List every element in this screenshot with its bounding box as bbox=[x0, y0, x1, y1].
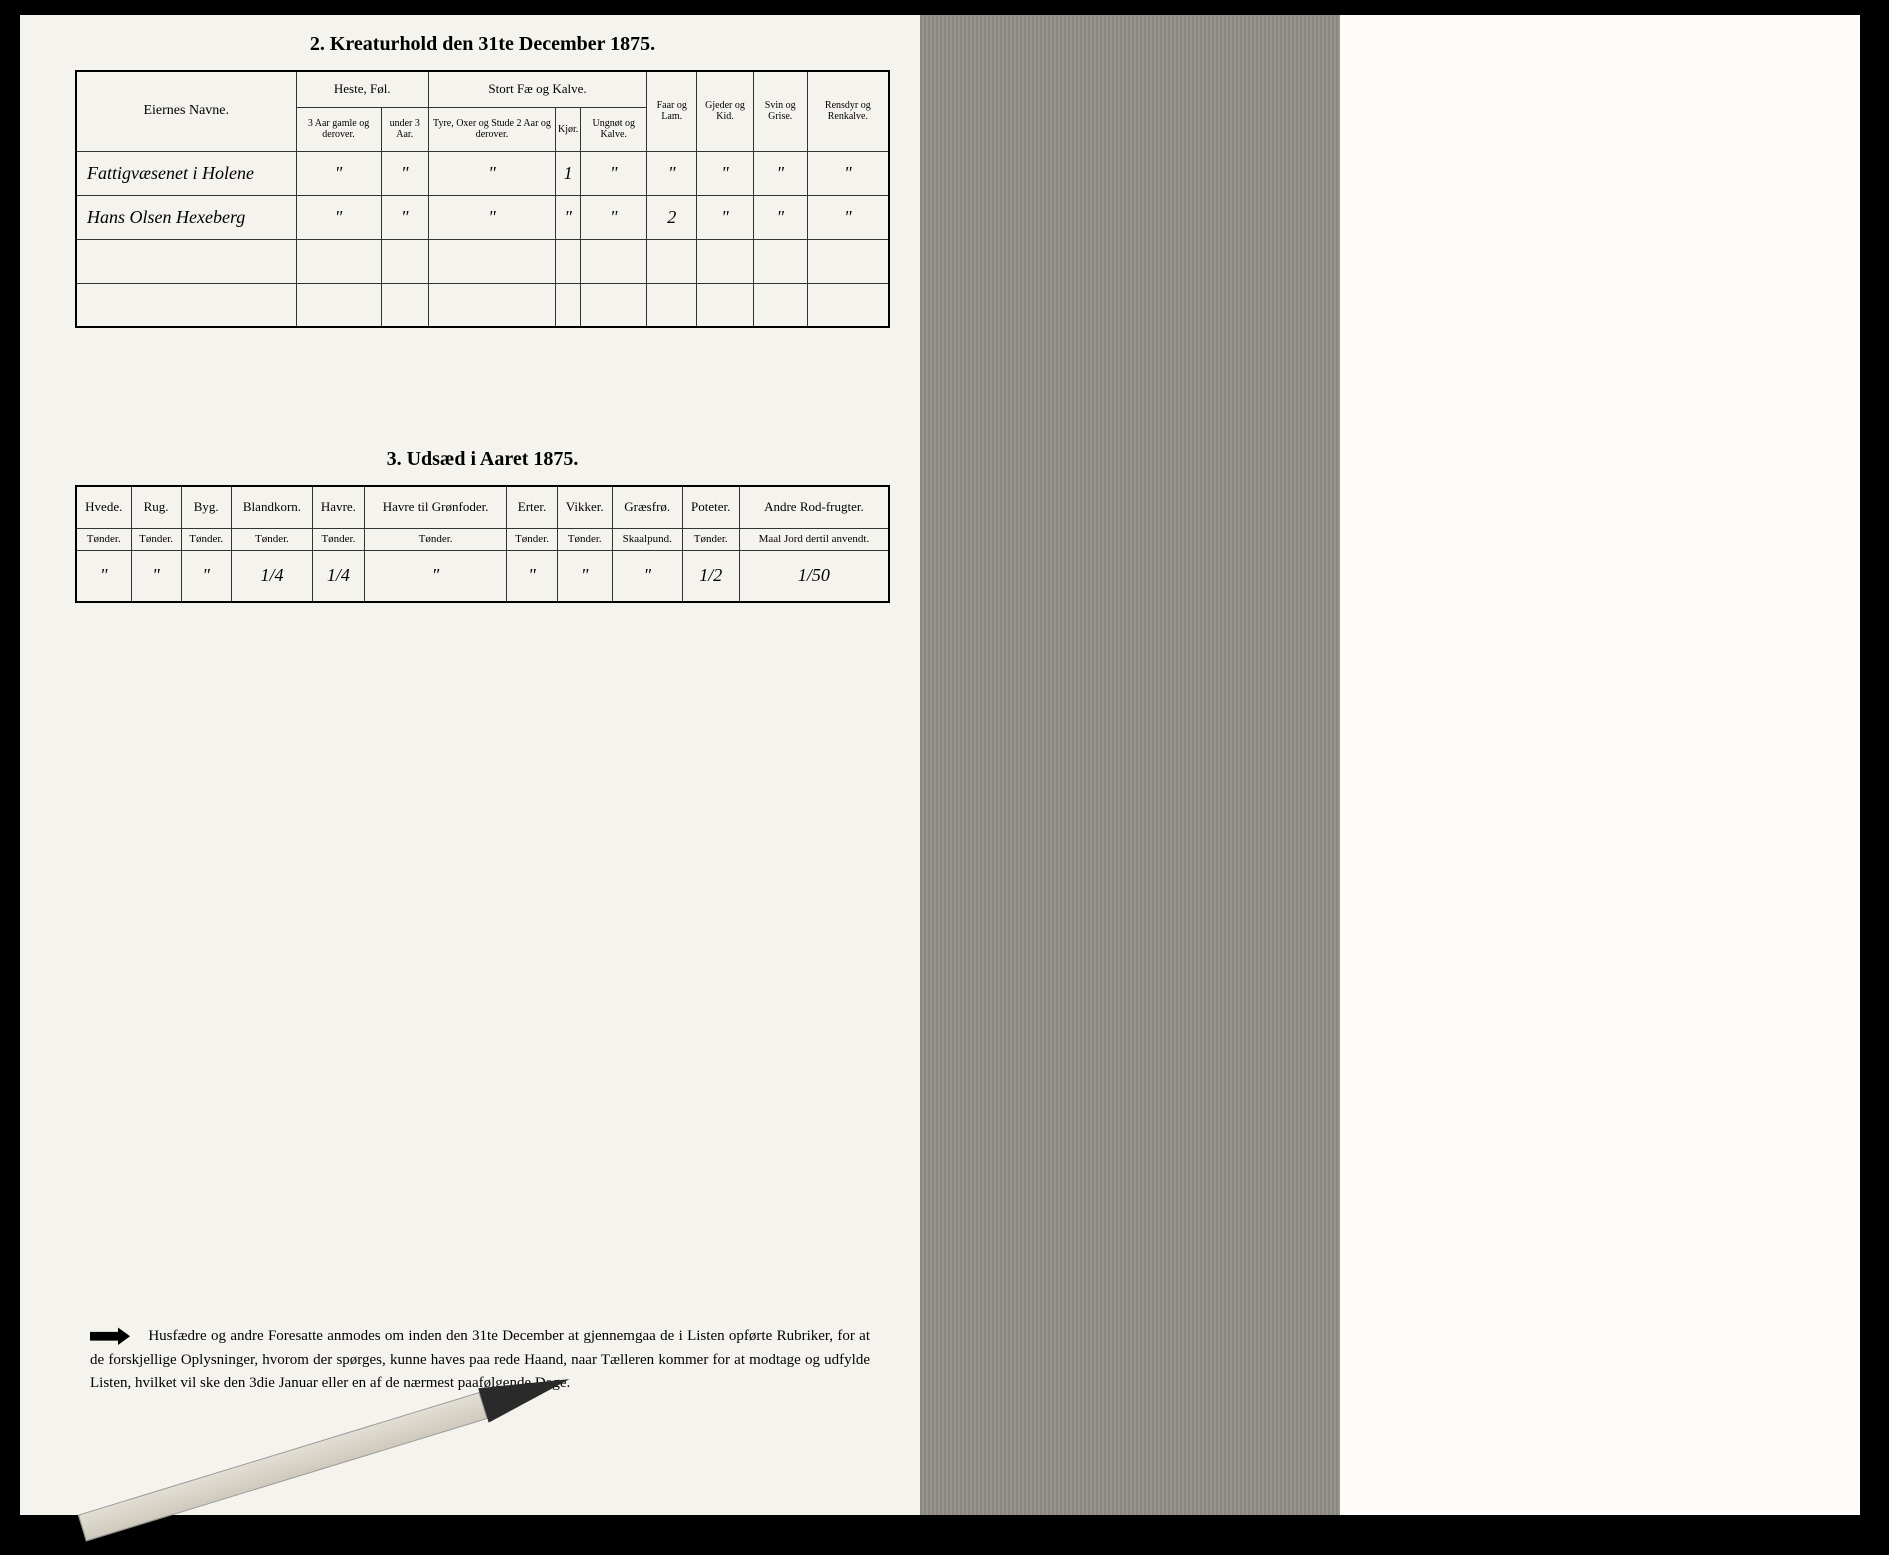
owner-cell: Fattigvæsenet i Holene bbox=[76, 151, 296, 195]
col-subheader: Tønder. bbox=[557, 528, 612, 550]
col-header: Havre. bbox=[313, 486, 365, 528]
data-cell bbox=[556, 239, 581, 283]
data-cell: " bbox=[428, 195, 555, 239]
col-cattle-a: Tyre, Oxer og Stude 2 Aar og derover. bbox=[428, 107, 555, 151]
data-cell: " bbox=[296, 151, 381, 195]
census-form-page: 2. Kreaturhold den 31te December 1875. E… bbox=[20, 15, 920, 1515]
col-subheader: Maal Jord dertil anvendt. bbox=[739, 528, 889, 550]
data-cell: " bbox=[807, 195, 889, 239]
col-header: Hvede. bbox=[76, 486, 131, 528]
data-cell bbox=[296, 283, 381, 327]
owner-cell: Hans Olsen Hexeberg bbox=[76, 195, 296, 239]
data-cell: " bbox=[581, 195, 647, 239]
data-cell bbox=[556, 283, 581, 327]
data-cell: 2 bbox=[647, 195, 697, 239]
col-cattle-c: Ungnøt og Kalve. bbox=[581, 107, 647, 151]
col-header: Havre til Grønfoder. bbox=[364, 486, 507, 528]
data-cell bbox=[296, 239, 381, 283]
data-cell bbox=[697, 283, 753, 327]
data-cell: " bbox=[697, 195, 753, 239]
section3-title: 3. Udsæd i Aaret 1875. bbox=[75, 448, 890, 471]
col-owner: Eiernes Navne. bbox=[76, 71, 296, 151]
data-cell: " bbox=[557, 550, 612, 602]
data-cell bbox=[76, 239, 296, 283]
data-cell: " bbox=[753, 151, 807, 195]
col-subheader: Tønder. bbox=[507, 528, 557, 550]
data-cell: 1/4 bbox=[313, 550, 365, 602]
col-horses-group: Heste, Føl. bbox=[296, 71, 428, 107]
col-cattle-group: Stort Fæ og Kalve. bbox=[428, 71, 646, 107]
data-cell: " bbox=[364, 550, 507, 602]
col-header: Byg. bbox=[181, 486, 231, 528]
col-horses-a: 3 Aar gamle og derover. bbox=[296, 107, 381, 151]
data-cell bbox=[581, 283, 647, 327]
data-cell: 1/4 bbox=[231, 550, 312, 602]
data-cell bbox=[76, 283, 296, 327]
col-subheader: Tønder. bbox=[181, 528, 231, 550]
data-cell: " bbox=[428, 151, 555, 195]
data-cell: " bbox=[697, 151, 753, 195]
col-subheader: Skaalpund. bbox=[612, 528, 682, 550]
col-sheep: Faar og Lam. bbox=[647, 71, 697, 151]
data-cell bbox=[697, 239, 753, 283]
data-cell bbox=[428, 239, 555, 283]
col-goats: Gjeder og Kid. bbox=[697, 71, 753, 151]
table-row: Hans Olsen Hexeberg"""""2""" bbox=[76, 195, 889, 239]
data-cell bbox=[381, 283, 428, 327]
col-header: Andre Rod-frugter. bbox=[739, 486, 889, 528]
data-cell: " bbox=[381, 195, 428, 239]
seed-table: Hvede.Rug.Byg.Blandkorn.Havre.Havre til … bbox=[75, 485, 890, 603]
data-cell: 1/50 bbox=[739, 550, 889, 602]
col-header: Erter. bbox=[507, 486, 557, 528]
col-subheader: Tønder. bbox=[364, 528, 507, 550]
col-header: Vikker. bbox=[557, 486, 612, 528]
table-row bbox=[76, 239, 889, 283]
data-cell bbox=[428, 283, 555, 327]
col-cattle-b: Kjør. bbox=[556, 107, 581, 151]
data-cell bbox=[807, 283, 889, 327]
data-cell bbox=[647, 283, 697, 327]
col-subheader: Tønder. bbox=[131, 528, 181, 550]
data-cell: " bbox=[556, 195, 581, 239]
data-cell: 1 bbox=[556, 151, 581, 195]
data-cell bbox=[753, 239, 807, 283]
data-cell: " bbox=[807, 151, 889, 195]
livestock-table: Eiernes Navne. Heste, Føl. Stort Fæ og K… bbox=[75, 70, 890, 328]
col-header: Græsfrø. bbox=[612, 486, 682, 528]
section2-title: 2. Kreaturhold den 31te December 1875. bbox=[75, 33, 890, 56]
col-subheader: Tønder. bbox=[682, 528, 739, 550]
data-cell: " bbox=[753, 195, 807, 239]
data-cell bbox=[381, 239, 428, 283]
data-cell: " bbox=[507, 550, 557, 602]
data-cell: 1/2 bbox=[682, 550, 739, 602]
pointing-hand-icon bbox=[90, 1325, 130, 1347]
col-header: Poteter. bbox=[682, 486, 739, 528]
data-cell bbox=[647, 239, 697, 283]
data-cell: " bbox=[581, 151, 647, 195]
data-cell bbox=[753, 283, 807, 327]
table-row bbox=[76, 283, 889, 327]
book-spine bbox=[920, 15, 1340, 1515]
data-cell: " bbox=[76, 550, 131, 602]
data-cell: " bbox=[612, 550, 682, 602]
data-cell: " bbox=[296, 195, 381, 239]
col-subheader: Tønder. bbox=[76, 528, 131, 550]
data-cell bbox=[581, 239, 647, 283]
data-cell: " bbox=[381, 151, 428, 195]
col-horses-b: under 3 Aar. bbox=[381, 107, 428, 151]
col-reindeer: Rensdyr og Renkalve. bbox=[807, 71, 889, 151]
data-cell bbox=[807, 239, 889, 283]
col-subheader: Tønder. bbox=[313, 528, 365, 550]
col-header: Rug. bbox=[131, 486, 181, 528]
col-header: Blandkorn. bbox=[231, 486, 312, 528]
data-cell: " bbox=[181, 550, 231, 602]
table-row: Fattigvæsenet i Holene"""1""""" bbox=[76, 151, 889, 195]
col-pigs: Svin og Grise. bbox=[753, 71, 807, 151]
data-cell: " bbox=[131, 550, 181, 602]
blank-facing-page bbox=[1340, 15, 1860, 1515]
data-cell: " bbox=[647, 151, 697, 195]
col-subheader: Tønder. bbox=[231, 528, 312, 550]
